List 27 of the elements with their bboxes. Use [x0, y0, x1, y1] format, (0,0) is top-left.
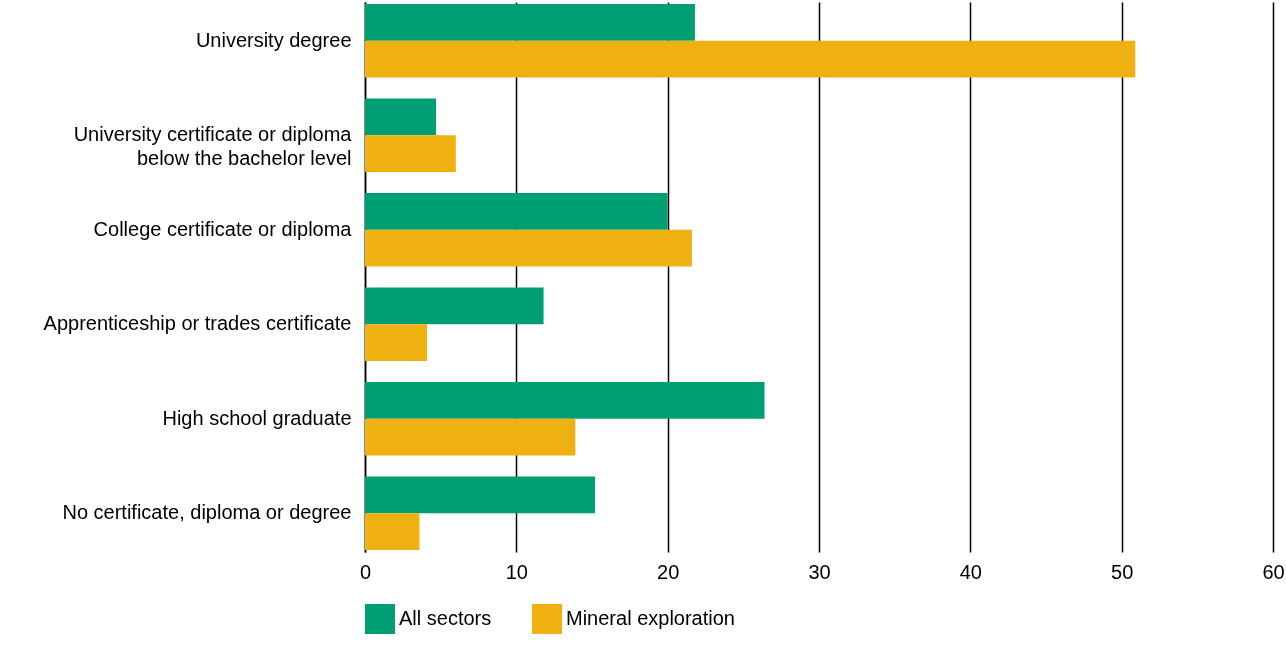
x-tick-label: 20	[657, 560, 680, 583]
legend-label: Mineral exploration	[566, 607, 735, 629]
bar	[365, 381, 765, 419]
bar	[365, 513, 420, 551]
bar	[365, 40, 1136, 78]
bar	[365, 98, 437, 136]
y-tick-label: University certificate or diploma below the bachelor level	[73, 123, 353, 170]
y-tick-label: No certificate, diploma or degree	[62, 501, 352, 524]
x-tick-label: 50	[1111, 560, 1134, 583]
y-tick-label: High school graduate	[162, 406, 352, 429]
y-tick-label: Apprenticeship or trades certificate	[43, 312, 352, 335]
bar	[365, 192, 668, 230]
bar	[365, 324, 428, 362]
x-tick-label: 30	[808, 560, 831, 583]
bar	[365, 476, 596, 514]
bar	[365, 229, 692, 267]
x-tick-label: 10	[505, 560, 528, 583]
bar	[365, 418, 576, 456]
legend-label: All sectors	[399, 607, 492, 629]
bar	[365, 135, 456, 173]
y-tick-label: University degree	[195, 28, 352, 51]
y-tick-label: College certificate or diploma	[93, 217, 353, 240]
bar	[365, 3, 695, 41]
x-tick-label: 0	[359, 560, 372, 583]
bar	[365, 287, 544, 325]
x-tick-label: 40	[959, 560, 982, 583]
x-tick-label: 60	[1262, 560, 1285, 583]
